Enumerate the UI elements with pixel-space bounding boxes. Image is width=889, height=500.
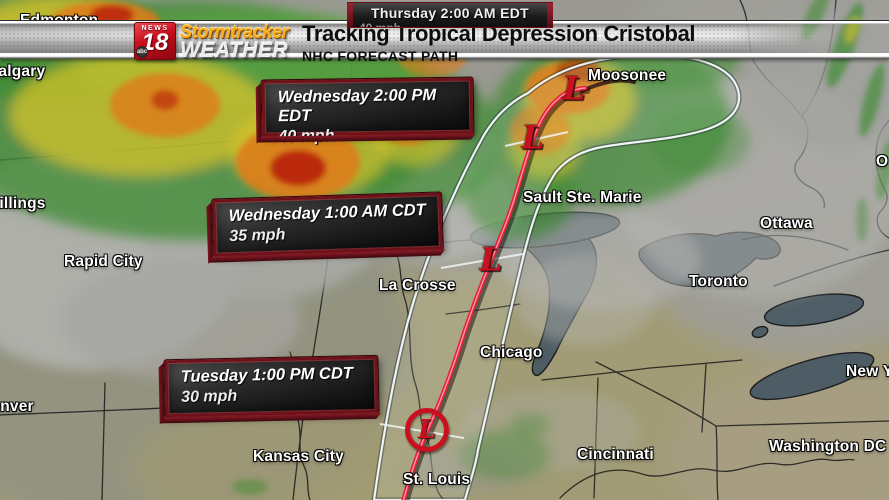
city-label-la-crosse: La Crosse <box>379 277 456 294</box>
city-label-ottawa: Ottawa <box>760 215 813 232</box>
forecast-box-wednesday-am: Wednesday 1:00 AM CDT 35 mph <box>212 192 443 257</box>
forecast-wind: 40 mph <box>278 127 335 146</box>
current-wind-text-clipped: 40 mph <box>359 21 402 28</box>
header-banner: NEWS 18 abc Stormtracker WEATHER Trackin… <box>0 20 889 64</box>
city-label-toronto: Toronto <box>689 273 748 290</box>
current-position-symbol: L <box>417 415 437 445</box>
stormtracker-wordmark: Stormtracker <box>180 22 289 42</box>
forecast-wind: 30 mph <box>181 387 238 406</box>
page-subtitle: NHC FORECAST PATH <box>302 48 459 64</box>
city-label-cincinnati: Cincinnati <box>577 446 654 463</box>
forecast-time: Tuesday 1:00 PM CDT <box>180 364 354 386</box>
news-wordmark: NEWS <box>141 25 169 32</box>
city-label-denver: Denver <box>0 398 34 415</box>
city-label-calgary: Calgary <box>0 63 46 80</box>
current-time-text: Thursday 2:00 AM EDT <box>371 5 529 21</box>
city-label-sault-ste-marie: Sault Ste. Marie <box>523 189 642 206</box>
current-storm-position-marker: L <box>405 408 449 452</box>
forecast-point-marker-thursday: L <box>562 69 586 108</box>
city-label-billings: Billings <box>0 195 46 212</box>
city-label-st-louis: St. Louis <box>403 471 471 488</box>
forecast-box-wednesday-pm: Wednesday 2:00 PM EDT 40 mph <box>261 77 474 145</box>
city-label-kansas-city: Kansas City <box>253 448 344 465</box>
city-label-washington-dc: Washington DC <box>769 438 887 455</box>
banner-bottom-edge <box>0 53 889 59</box>
forecast-wind: 35 mph <box>229 226 286 246</box>
stormtracker-brand: Stormtracker WEATHER <box>180 22 289 63</box>
news18-logo-box: NEWS 18 abc <box>134 22 176 60</box>
current-time-box: Thursday 2:00 AM EDT 40 mph <box>347 2 553 28</box>
abc-network-icon: abc <box>136 46 148 58</box>
forecast-box-tuesday: Tuesday 1:00 PM CDT 30 mph <box>164 355 379 418</box>
forecast-point-marker-wednesday-am: L <box>479 240 503 279</box>
city-label-rapid-city: Rapid City <box>64 253 143 270</box>
weather-wordmark: WEATHER <box>180 39 289 62</box>
city-label-chicago: Chicago <box>480 344 543 361</box>
city-label-partial-right-edge: O <box>876 153 889 170</box>
city-label-moosonee: Moosonee <box>588 67 667 84</box>
city-label-new-york-clipped: New York <box>846 363 889 380</box>
station-logo: NEWS 18 abc Stormtracker WEATHER <box>134 22 289 63</box>
forecast-time: Wednesday 2:00 PM EDT <box>277 86 437 126</box>
forecast-point-marker-wednesday-pm: L <box>521 118 545 157</box>
